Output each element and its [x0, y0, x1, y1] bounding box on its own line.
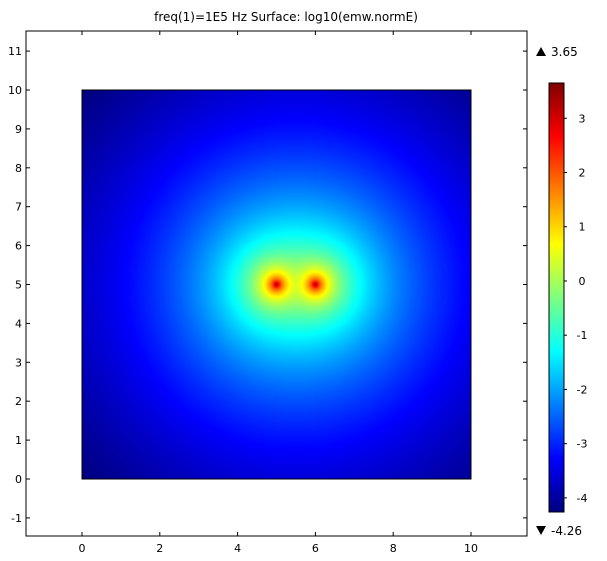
y-axis-ticks: -1 0 1 2 3 4 5 6 7 8 9 10 11: [8, 45, 527, 525]
colorbar-tick-label: 3: [579, 112, 586, 125]
max-arrow-icon: [536, 47, 546, 56]
chart-title: freq(1)=1E5 Hz Surface: log10(emw.normE): [154, 10, 418, 24]
y-tick-label: 3: [15, 356, 22, 369]
colorbar: 3.65 3 2 1 0 -1 -2 -3 -4 -4.26: [536, 45, 587, 538]
y-tick-label: 8: [15, 162, 22, 175]
x-tick-label: 4: [234, 542, 241, 555]
heatmap-surface: [82, 90, 471, 479]
x-tick-label: 8: [390, 542, 397, 555]
y-tick-label: 1: [15, 434, 22, 447]
axes-frame: [25, 30, 528, 537]
domain-border: [81, 89, 472, 480]
y-tick-label: 7: [15, 201, 22, 214]
colorbar-gradient: [548, 82, 565, 513]
y-tick-label: -1: [11, 512, 22, 525]
colorbar-tick-label: -2: [577, 383, 588, 396]
min-arrow-icon: [536, 526, 546, 535]
x-tick-label: 10: [464, 542, 478, 555]
colorbar-min-label: -4.26: [551, 524, 582, 538]
x-tick-label: 0: [79, 542, 86, 555]
colorbar-tick-label: -4: [577, 492, 588, 505]
y-tick-label: 10: [8, 84, 22, 97]
colorbar-tick-label: -3: [577, 438, 588, 451]
y-tick-label: 11: [8, 45, 22, 58]
y-tick-label: 0: [15, 473, 22, 486]
x-tick-label: 2: [156, 542, 163, 555]
x-tick-label: 6: [312, 542, 319, 555]
y-tick-label: 6: [15, 240, 22, 253]
colorbar-tick-label: 1: [579, 221, 586, 234]
colorbar-ticks: 3 2 1 0 -1 -2 -3 -4: [564, 112, 587, 505]
y-tick-label: 9: [15, 123, 22, 136]
plot-area: 0 2 4 6 8 10 -1 0 1 2 3 4 5 6 7 8 9 10 11: [8, 30, 528, 555]
y-tick-label: 2: [15, 395, 22, 408]
y-tick-label: 4: [15, 317, 22, 330]
colorbar-tick-label: 0: [579, 275, 586, 288]
colorbar-tick-label: -1: [577, 329, 588, 342]
x-axis-ticks: 0 2 4 6 8 10: [79, 31, 478, 555]
colorbar-tick-label: 2: [579, 166, 586, 179]
y-tick-label: 5: [15, 279, 22, 292]
colorbar-max-label: 3.65: [551, 45, 578, 59]
